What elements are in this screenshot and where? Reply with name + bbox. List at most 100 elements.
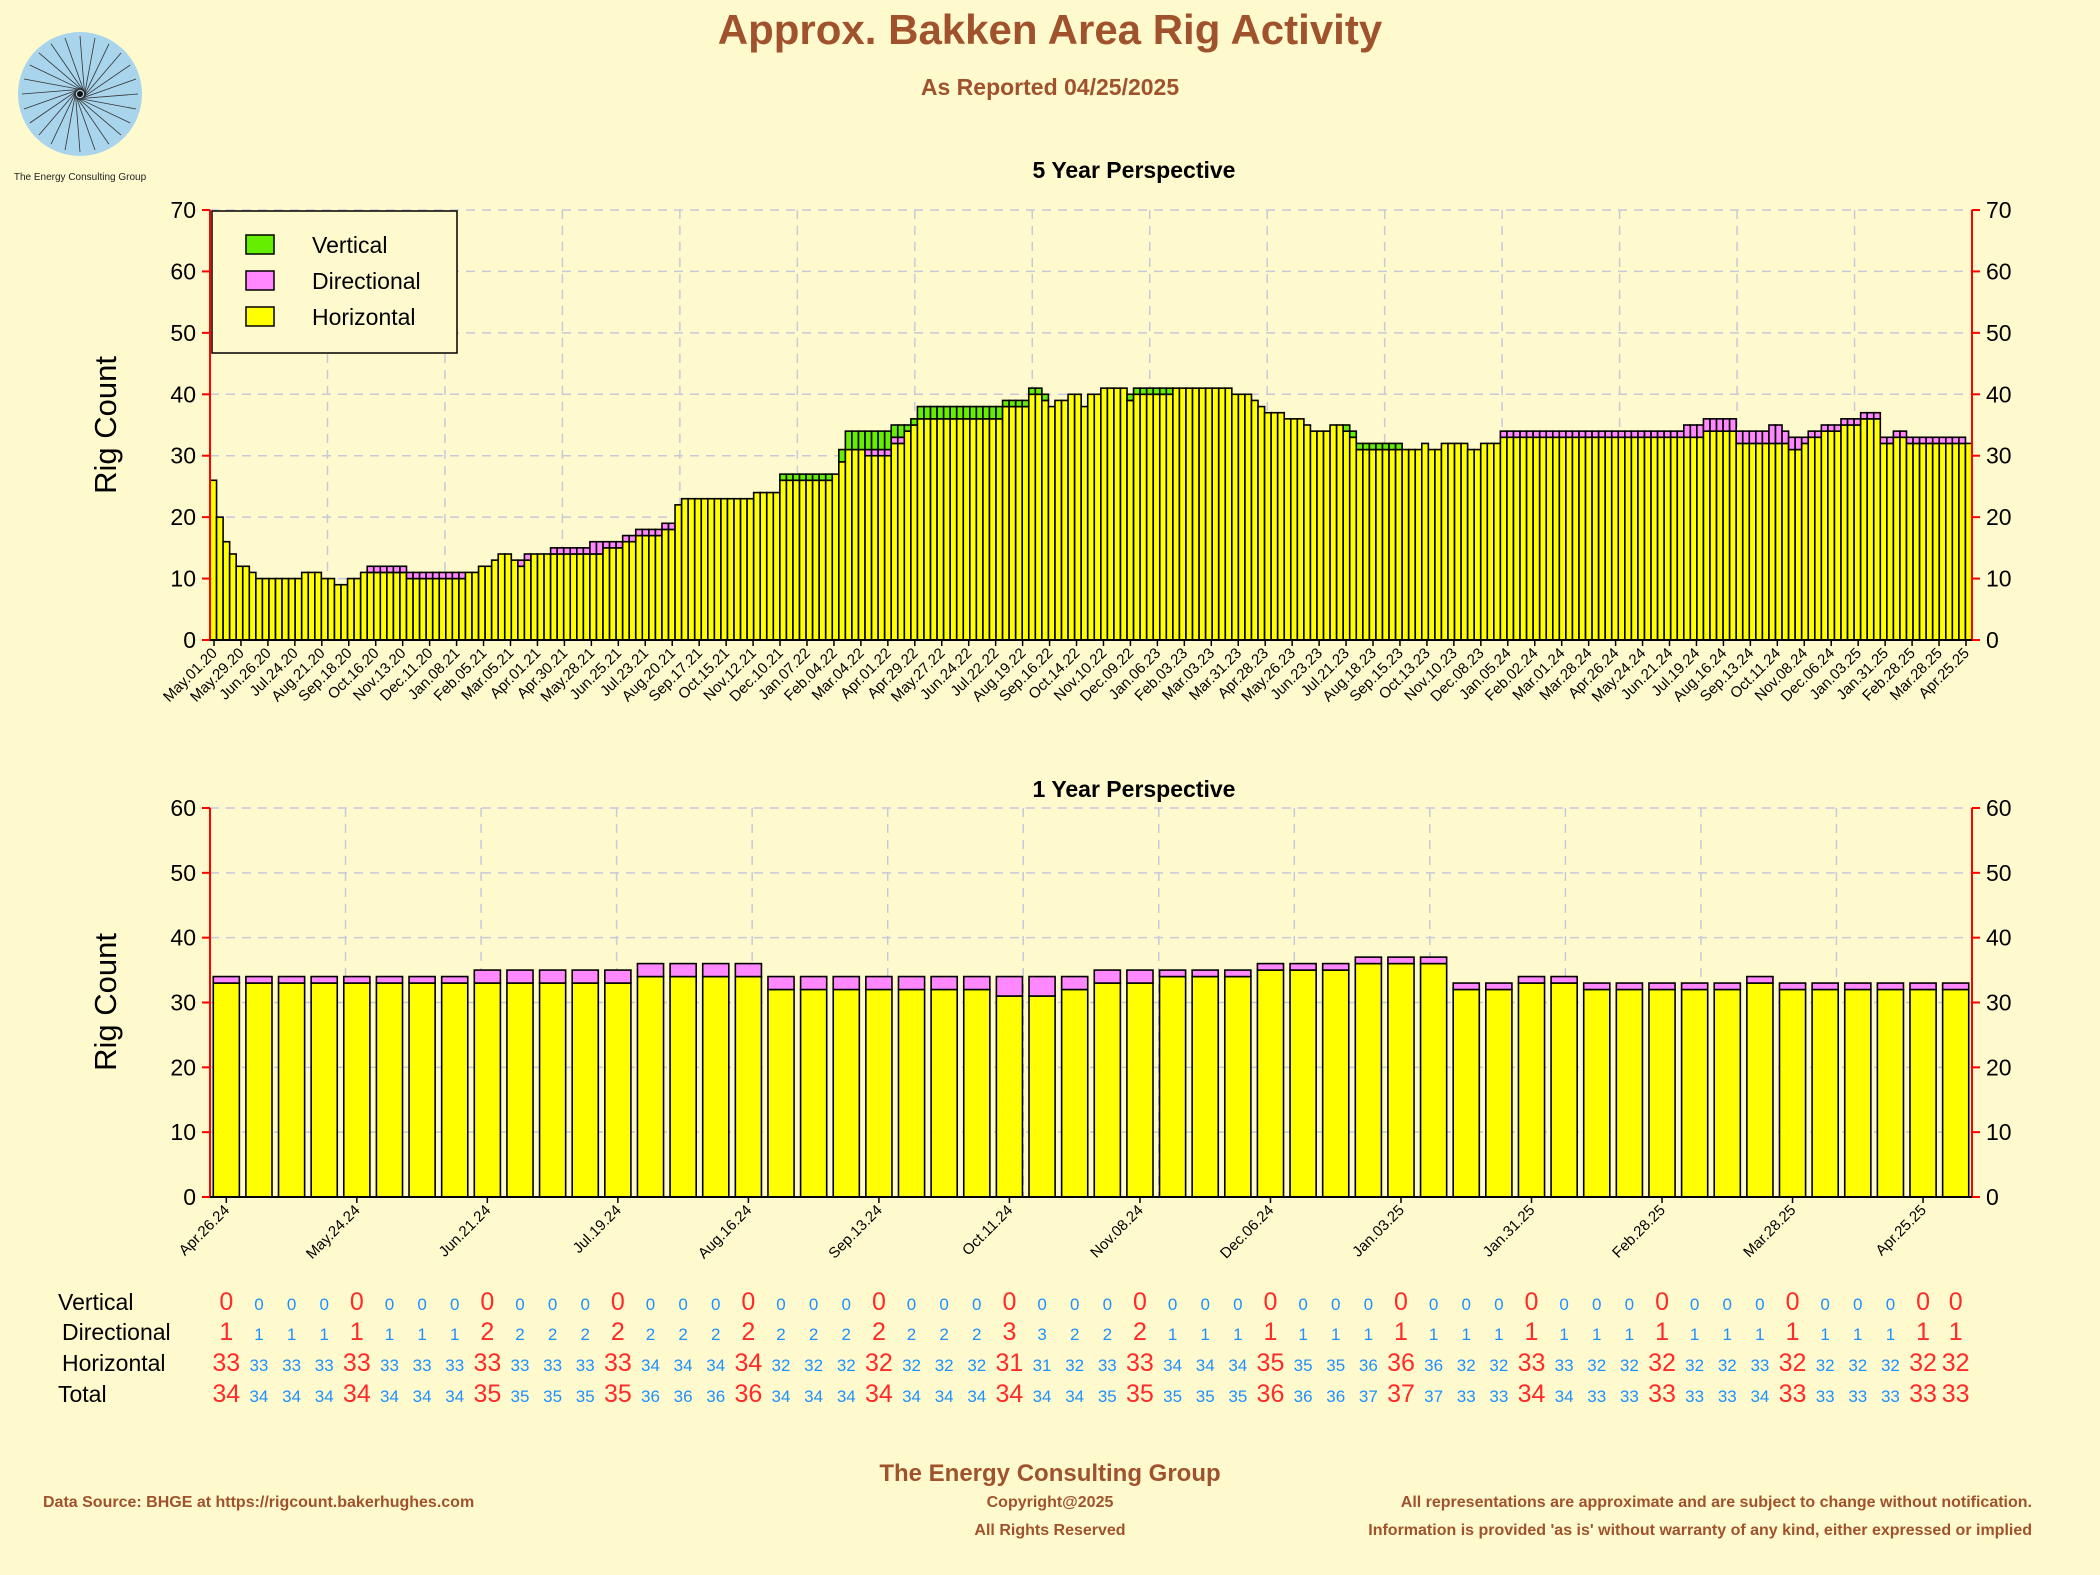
table-cell-vertical: 0	[1820, 1295, 1829, 1314]
bar-horizontal-37	[451, 577, 460, 641]
table-cell-horizontal: 34	[674, 1356, 693, 1375]
bar-directional-14	[669, 962, 697, 978]
bar-horizontal-104	[890, 442, 899, 641]
bar-directional-40	[1517, 975, 1546, 984]
legend-swatch-vertical	[245, 234, 275, 255]
bar-directional-18	[799, 975, 828, 991]
logo-line	[38, 87, 80, 136]
bar-directional-238	[1768, 424, 1777, 445]
table-cell-directional: 1	[1723, 1325, 1732, 1344]
bar-horizontal-75	[700, 497, 709, 641]
table-cell-directional: 1	[1786, 1318, 1800, 1346]
table-cell-total: 35	[1228, 1387, 1247, 1406]
bar-vertical-113	[949, 405, 958, 420]
logo-line	[23, 78, 85, 91]
table-cell-vertical: 0	[711, 1295, 720, 1314]
bar-horizontal-79	[726, 497, 735, 641]
bar-horizontal-235	[1748, 442, 1757, 641]
table-cell-vertical: 0	[1916, 1288, 1930, 1316]
bar-directional-56	[576, 547, 585, 555]
y-tick-label: 0	[1986, 627, 1999, 653]
table-cell-vertical: 0	[1655, 1288, 1669, 1316]
bar-vertical-122	[1008, 399, 1017, 408]
bar-directional-209	[1578, 430, 1587, 439]
logo-line	[74, 90, 81, 153]
bar-vertical-174	[1348, 430, 1358, 439]
bar-horizontal-17	[767, 988, 795, 1198]
table-cell-vertical: 0	[1494, 1295, 1503, 1314]
y-tick-label: 20	[1986, 504, 2012, 530]
bar-horizontal-144	[1152, 393, 1161, 641]
bar-horizontal-99	[857, 448, 866, 641]
bar-directional-246	[1820, 424, 1829, 432]
bar-directional-219	[1643, 430, 1652, 439]
bar-horizontal-36	[445, 577, 454, 641]
bar-horizontal-40	[471, 571, 480, 641]
bar-horizontal-121	[1001, 405, 1010, 641]
bar-horizontal-156	[1231, 393, 1240, 641]
table-cell-horizontal: 32	[1489, 1356, 1508, 1375]
y-axis-label: Rig Count	[88, 356, 123, 494]
bar-vertical-116	[969, 405, 978, 420]
bar-horizontal-256	[1886, 442, 1895, 641]
bar-directional-59	[595, 540, 604, 555]
bar-horizontal-18	[327, 577, 336, 641]
bar-horizontal-45	[1680, 988, 1709, 1198]
y-tick-label: 10	[1986, 566, 2012, 592]
table-cell-directional: 2	[515, 1325, 524, 1344]
table-cell-directional: 1	[1916, 1318, 1930, 1346]
table-cell-total: 34	[865, 1380, 893, 1408]
bar-horizontal-9	[506, 982, 534, 1198]
bar-horizontal-101	[870, 454, 879, 641]
bar-horizontal-50	[1843, 988, 1872, 1198]
bar-horizontal-219	[1643, 436, 1652, 641]
bar-horizontal-32	[1256, 969, 1285, 1198]
bar-directional-101	[870, 448, 879, 457]
bar-horizontal-10	[274, 577, 283, 641]
y-tick-label: 30	[1986, 443, 2012, 469]
bar-directional-239	[1774, 424, 1783, 445]
bar-directional-229	[1709, 418, 1718, 432]
bar-directional-29	[1158, 969, 1187, 978]
legend: Vertical Directional Horizontal	[211, 210, 458, 354]
bar-directional-259	[1905, 436, 1914, 445]
bar-horizontal-262	[1925, 442, 1934, 641]
bar-vertical-123	[1014, 399, 1024, 408]
bar-directional-64	[628, 534, 637, 543]
bar-vertical-107	[910, 418, 919, 426]
table-cell-total: 35	[473, 1380, 501, 1408]
table-cell-horizontal: 32	[1457, 1356, 1476, 1375]
bar-vertical-124	[1021, 399, 1030, 408]
bar-horizontal-48	[523, 559, 532, 641]
bar-directional-221	[1656, 430, 1665, 439]
table-cell-directional: 2	[741, 1318, 755, 1346]
bar-horizontal-164	[1283, 418, 1292, 641]
legend-swatch-directional	[245, 270, 275, 291]
bar-horizontal-196	[1493, 442, 1502, 641]
bar-horizontal-16	[734, 975, 763, 1198]
bar-horizontal-67	[648, 534, 657, 641]
bar-horizontal-170	[1322, 430, 1331, 641]
table-cell-directional: 2	[907, 1325, 916, 1344]
table-cell-horizontal: 33	[604, 1349, 632, 1377]
bar-horizontal-31	[1223, 975, 1252, 1198]
bar-horizontal-16	[314, 571, 323, 641]
table-cell-horizontal: 33	[1518, 1349, 1546, 1377]
bar-horizontal-171	[1329, 424, 1338, 641]
table-cell-total: 33	[1942, 1380, 1970, 1408]
table-cell-directional: 1	[350, 1318, 364, 1346]
table-cell-horizontal: 33	[576, 1356, 595, 1375]
bar-directional-27	[1093, 969, 1122, 984]
bar-directional-21	[897, 975, 926, 991]
rig-table: Vertical 0 0 0 0 0 0 0 0 0 0 0 0 0 0 0 0 0 0 0 0 0 0 0 0 0 0 0 0 0 0 0 0…	[58, 1288, 1970, 1408]
bar-horizontal-51	[543, 553, 552, 641]
bar-directional-38	[458, 571, 467, 580]
bar-horizontal-24	[995, 995, 1024, 1198]
bar-horizontal-120	[995, 418, 1004, 641]
bar-horizontal-33	[1289, 969, 1317, 1198]
bar-horizontal-182	[1401, 448, 1410, 641]
bar-directional-205	[1551, 430, 1561, 439]
bar-vertical-114	[955, 405, 965, 420]
table-cell-horizontal: 34	[734, 1349, 762, 1377]
table-cell-horizontal: 32	[865, 1349, 893, 1377]
